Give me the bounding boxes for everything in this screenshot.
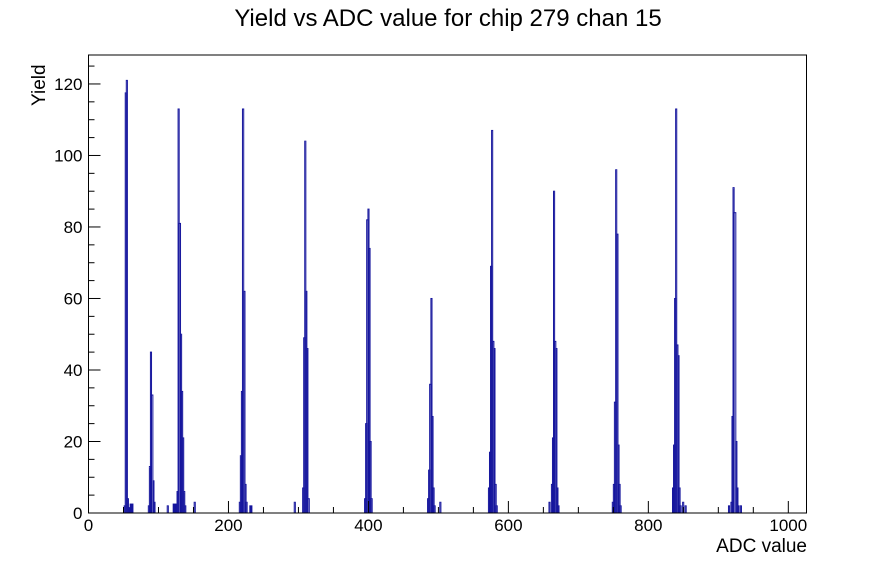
svg-text:40: 40 (64, 361, 83, 380)
svg-text:60: 60 (64, 289, 83, 308)
axes (88, 65, 789, 514)
svg-text:800: 800 (634, 516, 662, 535)
chart-title: Yield vs ADC value for chip 279 chan 15 (234, 5, 662, 32)
y-axis-title: Yield (29, 64, 50, 106)
svg-text:0: 0 (84, 516, 93, 535)
svg-text:20: 20 (64, 432, 83, 451)
svg-text:0: 0 (73, 504, 82, 523)
svg-text:100: 100 (54, 146, 82, 165)
svg-text:120: 120 (54, 75, 82, 94)
tick-labels: 0 200 400 600 800 1000 0 20 40 60 80 100 120 (54, 75, 807, 535)
plot-frame (88, 54, 807, 514)
svg-text:1000: 1000 (769, 516, 807, 535)
histogram-bars (123, 79, 742, 514)
svg-text:80: 80 (64, 218, 83, 237)
svg-text:200: 200 (214, 516, 242, 535)
x-axis-title: ADC value (716, 536, 807, 557)
svg-text:400: 400 (354, 516, 382, 535)
svg-text:600: 600 (494, 516, 522, 535)
